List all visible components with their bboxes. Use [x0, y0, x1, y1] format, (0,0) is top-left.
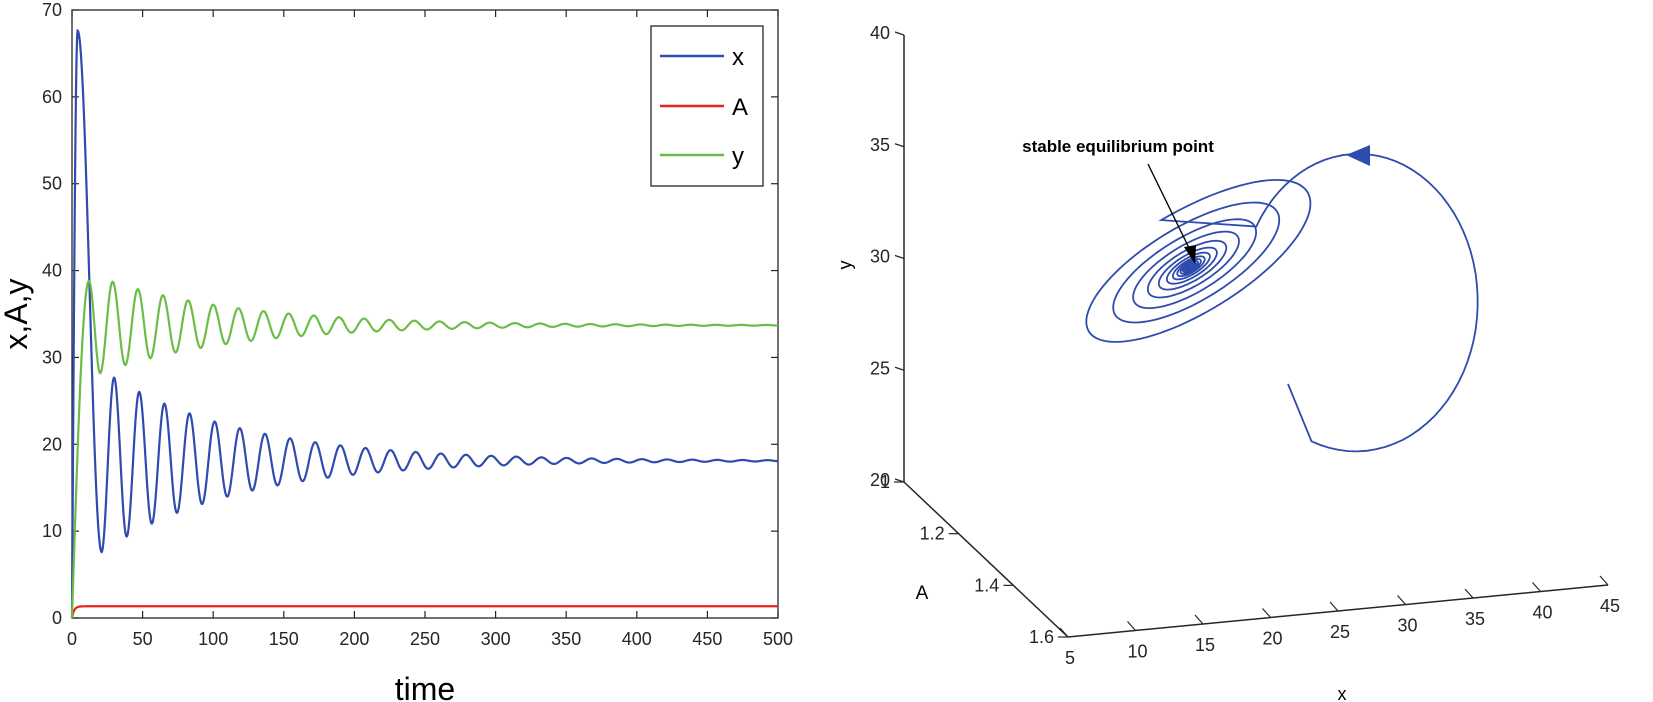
y-tick-label: 40 — [42, 261, 62, 281]
y3d-axis-label: y — [835, 261, 855, 270]
x3d-tick-mark — [1532, 582, 1541, 592]
x3d-tick-label: 5 — [1065, 648, 1075, 668]
x-tick-label: 0 — [67, 629, 77, 649]
x3d-tick-label: 40 — [1532, 603, 1552, 623]
x3d-tick-mark — [1194, 614, 1204, 625]
z-tick-mark — [894, 31, 905, 36]
A-tick-label: 1 — [880, 472, 890, 492]
legend-label-x: x — [732, 44, 744, 71]
y-tick-label: 60 — [42, 87, 62, 107]
z-tick-label: 40 — [870, 23, 890, 43]
x3d-axis-label: x — [1338, 684, 1347, 702]
annotation-arrowhead — [1184, 245, 1196, 264]
trajectory-arrowhead — [1346, 145, 1370, 166]
z-tick-label: 35 — [870, 135, 890, 155]
y-tick-label: 10 — [42, 521, 62, 541]
x-tick-label: 100 — [198, 629, 228, 649]
series-line-A — [70, 605, 778, 619]
annotation-arrow-line — [1147, 163, 1191, 251]
series-line-y — [70, 279, 779, 619]
x-tick-label: 50 — [133, 629, 153, 649]
x3d-tick-label: 20 — [1262, 629, 1282, 649]
time-series-chart: 0 50 100 150 200 250 300 350 400 450 500 0 10 20 30 40 5… — [0, 0, 793, 702]
legend-label-A: A — [732, 94, 748, 121]
A-tick-label: 1.6 — [1029, 627, 1054, 647]
y-tick-label: 20 — [42, 434, 62, 454]
series-line-x — [70, 28, 779, 619]
x-tick-label: 200 — [339, 629, 369, 649]
x-tick-label: 150 — [269, 629, 299, 649]
x-tick-label: 500 — [763, 629, 793, 649]
x3d-tick-mark — [1127, 621, 1136, 631]
legend-label-y: y — [732, 143, 744, 170]
y-tick-label: 30 — [42, 347, 62, 367]
A3d-axis-label: A — [916, 583, 929, 604]
trajectory-line — [1085, 152, 1479, 453]
A-axis-line — [903, 481, 1069, 638]
x-tick-label: 450 — [692, 629, 722, 649]
x3d-tick-label: 45 — [1600, 596, 1620, 616]
x-tick-label: 400 — [622, 629, 652, 649]
x3d-tick-mark — [1464, 588, 1474, 599]
x3d-tick-mark — [1397, 595, 1406, 605]
y-tick-label: 0 — [52, 608, 62, 628]
x3d-tick-mark — [1599, 575, 1609, 586]
z-tick-label: 20 — [870, 470, 890, 490]
z-tick-label: 25 — [870, 358, 890, 378]
z-tick-mark — [894, 254, 905, 260]
A-tick-label: 1.2 — [920, 524, 945, 544]
x3d-tick-label: 10 — [1127, 642, 1147, 662]
x-axis-label: time — [395, 671, 455, 702]
z-tick-label: 30 — [870, 247, 890, 267]
x-tick-label: 350 — [551, 629, 581, 649]
A-tick-label: 1.4 — [974, 575, 999, 595]
legend: x A y — [650, 25, 764, 187]
x3d-tick-label: 30 — [1397, 616, 1417, 636]
x3d-tick-mark — [1059, 627, 1069, 638]
x-tick-label: 250 — [410, 629, 440, 649]
y-tick-label: 50 — [42, 174, 62, 194]
x3d-tick-mark — [1329, 601, 1339, 612]
x3d-tick-mark — [1262, 608, 1271, 618]
z-tick-mark — [894, 366, 905, 371]
x-tick-label: 300 — [481, 629, 511, 649]
x3d-tick-label: 35 — [1465, 609, 1485, 629]
equilibrium-annotation: stable equilibrium point — [1022, 137, 1214, 156]
x3d-tick-label: 25 — [1330, 622, 1350, 642]
z-tick-mark — [894, 143, 905, 148]
y-tick-label: 70 — [42, 0, 62, 20]
y-axis-label: x,A,y — [0, 278, 34, 349]
x3d-tick-label: 15 — [1195, 635, 1215, 655]
